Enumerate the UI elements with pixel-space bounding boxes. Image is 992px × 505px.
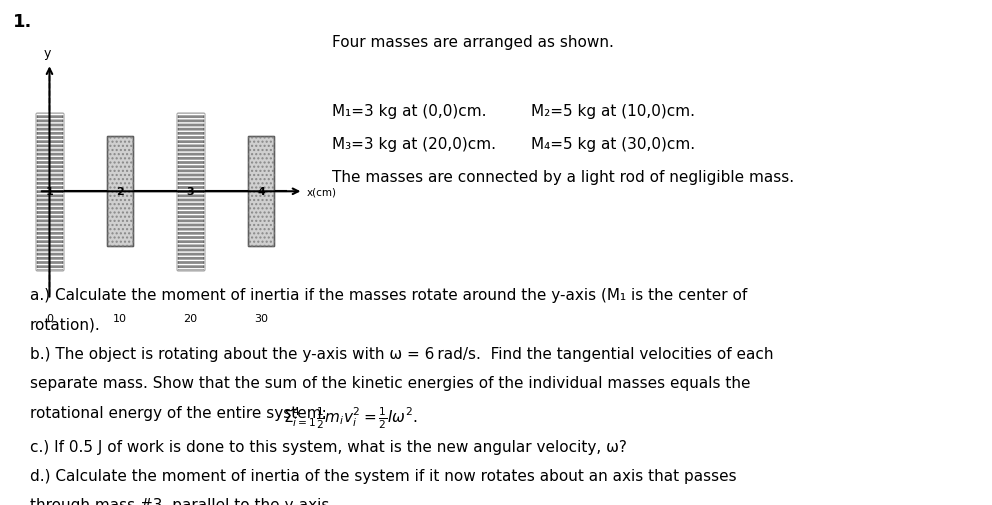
Bar [36,113,62,271]
Text: 4: 4 [257,187,265,197]
Bar [36,113,62,271]
Text: b.) The object is rotating about the y-axis with ω = 6 rad/s.  Find the tangenti: b.) The object is rotating about the y-a… [30,346,773,362]
Bar [106,137,133,247]
Text: 3: 3 [186,187,194,197]
Text: 0: 0 [46,314,53,324]
Text: d.) Calculate the moment of inertia of the system if it now rotates about an axi: d.) Calculate the moment of inertia of t… [30,468,736,483]
Text: rotational energy of the entire system:: rotational energy of the entire system: [30,405,326,420]
Text: Four masses are arranged as shown.: Four masses are arranged as shown. [332,35,614,50]
Text: y: y [44,47,51,60]
Text: 20: 20 [184,314,197,324]
Text: The masses are connected by a light rod of negligible mass.: The masses are connected by a light rod … [332,169,795,184]
Text: c.) If 0.5 J of work is done to this system, what is the new angular velocity, ω: c.) If 0.5 J of work is done to this sys… [30,439,627,453]
Text: 1: 1 [46,187,54,197]
Text: $\Sigma_{i=1}^{4}\frac{1}{2}m_i v_i^2 = \frac{1}{2}I\omega^2$.: $\Sigma_{i=1}^{4}\frac{1}{2}m_i v_i^2 = … [283,405,418,431]
Text: M₁=3 kg at (0,0)cm.: M₁=3 kg at (0,0)cm. [332,104,487,119]
Text: M₄=5 kg at (30,0)cm.: M₄=5 kg at (30,0)cm. [531,136,694,152]
Text: 1.: 1. [13,13,33,31]
Text: rotation).: rotation). [30,317,100,332]
Bar [248,137,275,247]
Text: a.) Calculate the moment of inertia if the masses rotate around the y-axis (M₁ i: a.) Calculate the moment of inertia if t… [30,288,747,303]
Text: 30: 30 [254,314,268,324]
Bar [178,113,204,271]
Text: x(cm): x(cm) [307,187,337,197]
Text: M₂=5 kg at (10,0)cm.: M₂=5 kg at (10,0)cm. [531,104,694,119]
Text: through mass #3, parallel to the y-axis.: through mass #3, parallel to the y-axis. [30,497,334,505]
Bar [106,137,133,247]
Text: 2: 2 [116,187,124,197]
Bar [248,137,275,247]
Text: M₃=3 kg at (20,0)cm.: M₃=3 kg at (20,0)cm. [332,136,496,152]
Text: 10: 10 [113,314,127,324]
Bar [178,113,204,271]
Text: separate mass. Show that the sum of the kinetic energies of the individual masse: separate mass. Show that the sum of the … [30,376,750,391]
